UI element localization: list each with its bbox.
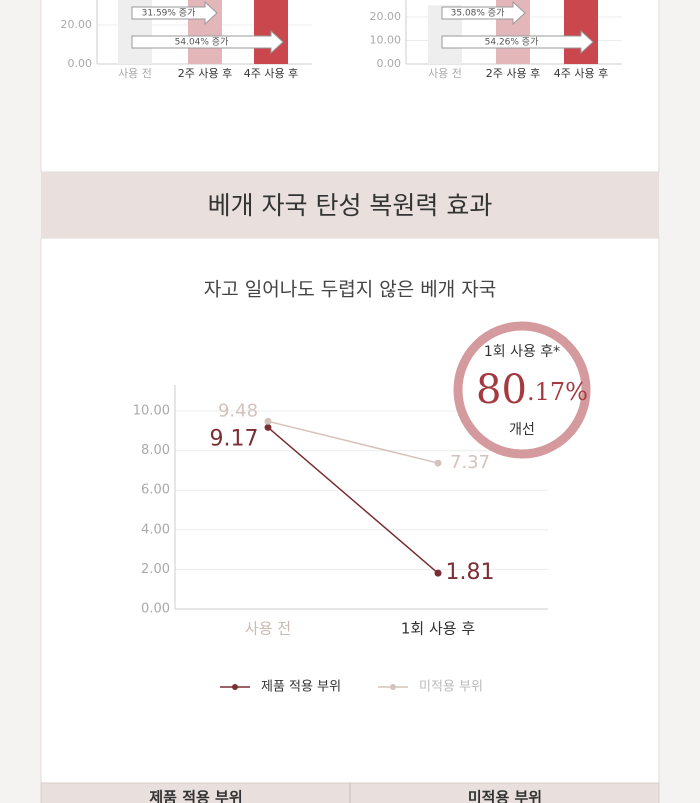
point — [434, 569, 442, 577]
y-tick-label: 20.00 — [61, 18, 93, 31]
arrow — [131, 0, 218, 26]
annotation: 54.26% 증가 — [485, 37, 539, 48]
table-header-cell: 미적용 부위 — [468, 789, 542, 803]
arrow — [441, 29, 594, 55]
section-subtitle: 자고 일어나도 두렵지 않은 베개 자국 — [204, 279, 496, 301]
legend-label: 제품 적용 부위 — [261, 680, 341, 695]
series-line — [267, 426, 439, 574]
annotation: 35.08% 증가 — [451, 8, 505, 19]
y-tick-label: 2.00 — [141, 562, 170, 577]
section-title: 베개 자국 탄성 복원력 효과 — [208, 191, 493, 220]
y-tick-label: 0.00 — [141, 602, 170, 617]
annotation: 54.04% 증가 — [175, 37, 229, 48]
y-tick-label: 10.00 — [133, 404, 170, 419]
legend-marker — [390, 684, 396, 690]
annotation: 31.59% 증가 — [142, 8, 196, 19]
y-tick-label: 6.00 — [141, 483, 170, 498]
x-tick-label: 4주 사용 후 — [244, 67, 298, 80]
y-tick-label: 20.00 — [370, 10, 402, 23]
arrow — [441, 0, 526, 26]
x-tick-label: 사용 전 — [428, 67, 462, 80]
point — [264, 423, 272, 431]
badge-small: .17% — [527, 378, 588, 406]
arrow — [131, 29, 284, 55]
x-tick-label: 1회 사용 후 — [401, 620, 475, 638]
legend-label: 미적용 부위 — [419, 680, 483, 695]
y-tick-label: 10.00 — [370, 34, 402, 47]
x-tick-label: 4주 사용 후 — [554, 67, 608, 80]
point — [264, 417, 272, 425]
data-label: 7.37 — [450, 452, 490, 473]
x-tick-label: 사용 전 — [245, 620, 291, 638]
y-tick-label: 0.00 — [68, 57, 93, 70]
data-label: 9.17 — [210, 426, 259, 451]
section-header — [41, 172, 659, 238]
table-header-cell: 제품 적용 부위 — [149, 789, 242, 803]
x-tick-label: 사용 전 — [118, 67, 152, 80]
y-tick-label: 8.00 — [141, 443, 170, 458]
x-tick-label: 2주 사용 후 — [486, 67, 540, 80]
data-label: 9.48 — [218, 400, 258, 421]
chart-panel — [40, 237, 660, 784]
y-tick-label: 4.00 — [141, 522, 170, 537]
legend-marker — [232, 684, 238, 690]
data-label: 1.81 — [446, 560, 495, 585]
badge — [453, 321, 591, 459]
charts: 0.00 20.00 사용 전 2주 사용 후 4주 사용 후 31.59% 증가 54.0… — [61, 0, 622, 695]
series-line — [267, 420, 439, 464]
badge-bottom: 개선 — [509, 422, 535, 438]
y-tick-label: 0.00 — [377, 57, 402, 70]
badge-value: 80.17% — [476, 367, 588, 413]
badge-top: 1회 사용 후* — [484, 344, 560, 360]
x-tick-label: 2주 사용 후 — [178, 67, 232, 80]
badge-big: 80 — [476, 367, 527, 413]
point — [434, 459, 442, 467]
